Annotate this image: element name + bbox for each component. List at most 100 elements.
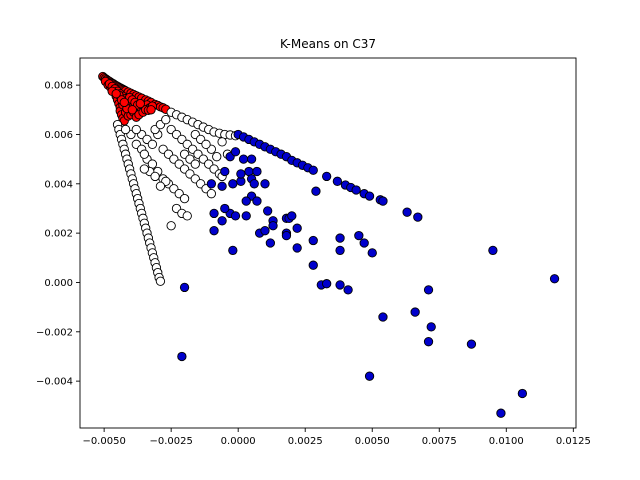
y-axis: −0.004 −0.002 0.000 0.002 0.004 0.006 0.008	[36, 81, 80, 388]
point-cluster-blue-86	[206, 179, 217, 189]
x-axis: −0.0050 −0.0025 0.0000 0.0025 0.0050 0.0075 0.…	[82, 428, 591, 447]
y-tick-label: 0.004	[44, 179, 73, 190]
point-cluster-blue-51	[265, 238, 276, 248]
point-cluster-blue-85	[217, 181, 227, 191]
y-tick-label: 0.006	[44, 130, 73, 141]
point-cluster-red-74	[135, 98, 145, 109]
x-tick-label: −0.0050	[82, 436, 125, 447]
point-cluster-white-59	[206, 189, 217, 199]
point-cluster-white-99	[217, 137, 227, 147]
point-cluster-blue-21	[364, 191, 375, 201]
point-cluster-blue-80	[517, 388, 528, 399]
points-layer	[98, 71, 560, 418]
point-cluster-white-95	[120, 124, 131, 135]
point-cluster-blue-14	[308, 165, 318, 175]
x-tick-label: 0.0075	[422, 436, 457, 447]
point-cluster-white-32	[155, 276, 166, 286]
point-cluster-blue-75	[426, 322, 436, 332]
point-cluster-blue-19	[351, 185, 361, 195]
point-cluster-blue-78	[488, 245, 498, 256]
x-tick-label: −0.0025	[149, 436, 192, 447]
x-tick-label: 0.0050	[355, 436, 390, 447]
point-cluster-white-103	[201, 139, 211, 149]
point-cluster-blue-63	[322, 279, 332, 289]
point-cluster-blue-57	[281, 230, 292, 241]
point-cluster-white-71	[166, 221, 176, 231]
point-cluster-blue-36	[241, 196, 251, 206]
x-tick-label: 0.0100	[489, 436, 524, 447]
point-cluster-blue-79	[496, 408, 506, 418]
point-cluster-blue-43	[209, 208, 219, 219]
y-tick-label: 0.002	[44, 229, 73, 240]
point-cluster-blue-59	[311, 186, 321, 196]
point-cluster-white-94	[131, 124, 141, 135]
point-cluster-white-67	[179, 193, 190, 204]
plot-frame	[79, 57, 577, 429]
y-tick-label: 0.000	[44, 278, 73, 289]
y-tick-label: −0.004	[36, 377, 73, 388]
point-cluster-red-79	[111, 89, 121, 99]
point-cluster-blue-50	[268, 221, 278, 231]
point-cluster-blue-61	[308, 260, 318, 270]
point-cluster-blue-74	[423, 285, 434, 295]
point-cluster-blue-58	[292, 243, 302, 253]
x-tick-label: 0.0125	[556, 436, 591, 447]
point-cluster-blue-66	[335, 280, 345, 290]
point-cluster-white-98	[212, 152, 222, 162]
point-cluster-blue-25	[413, 212, 423, 222]
point-cluster-red-84	[127, 105, 137, 115]
point-cluster-blue-44	[209, 226, 219, 236]
point-cluster-red-77	[119, 97, 129, 108]
point-cluster-blue-77	[466, 339, 477, 349]
point-cluster-blue-72	[378, 312, 388, 322]
y-tick-label: −0.002	[36, 327, 73, 338]
point-cluster-blue-48	[263, 206, 273, 216]
point-cluster-blue-87	[236, 169, 246, 179]
point-cluster-white-106	[190, 159, 200, 169]
point-cluster-white-76	[161, 115, 171, 125]
point-cluster-red-83	[146, 105, 156, 115]
point-cluster-blue-29	[246, 154, 257, 164]
point-cluster-blue-34	[260, 179, 270, 189]
point-cluster-white-92	[150, 171, 160, 182]
point-cluster-blue-81	[549, 274, 560, 284]
point-cluster-blue-76	[423, 337, 434, 347]
point-cluster-blue-39	[220, 203, 230, 214]
point-cluster-white-48	[147, 139, 158, 149]
x-tick-label: 0.0025	[288, 436, 323, 447]
point-cluster-blue-82	[179, 282, 190, 293]
point-cluster-white-70	[182, 211, 192, 221]
point-cluster-blue-37	[252, 196, 262, 206]
point-cluster-blue-73	[410, 307, 420, 317]
point-cluster-blue-84	[220, 166, 230, 177]
point-cluster-blue-27	[230, 147, 241, 157]
chart-title: K-Means on C37	[280, 37, 376, 51]
x-tick-label: 0.0000	[221, 436, 256, 447]
point-cluster-blue-71	[364, 371, 375, 381]
point-cluster-white-90	[139, 149, 150, 159]
point-cluster-blue-42	[217, 216, 227, 226]
point-cluster-blue-33	[252, 166, 262, 177]
point-cluster-blue-24	[402, 207, 412, 217]
point-cluster-blue-40	[230, 211, 241, 221]
point-cluster-white-73	[155, 181, 166, 191]
point-cluster-blue-64	[335, 233, 345, 243]
point-cluster-blue-47	[260, 226, 270, 236]
point-cluster-blue-55	[292, 223, 302, 233]
point-cluster-blue-30	[228, 179, 238, 189]
point-cluster-blue-68	[354, 230, 364, 241]
point-cluster-blue-41	[241, 211, 251, 221]
point-cluster-blue-83	[177, 351, 187, 362]
point-cluster-blue-54	[287, 211, 297, 221]
point-cluster-blue-15	[322, 171, 332, 182]
point-cluster-blue-70	[367, 248, 377, 258]
point-cluster-blue-69	[359, 238, 369, 248]
point-cluster-blue-89	[249, 179, 259, 189]
y-tick-label: 0.008	[44, 81, 73, 92]
point-cluster-blue-16	[332, 176, 343, 186]
point-cluster-blue-23	[378, 196, 388, 206]
point-cluster-blue-28	[238, 154, 249, 164]
point-cluster-blue-67	[343, 285, 353, 295]
point-cluster-blue-65	[335, 245, 345, 256]
